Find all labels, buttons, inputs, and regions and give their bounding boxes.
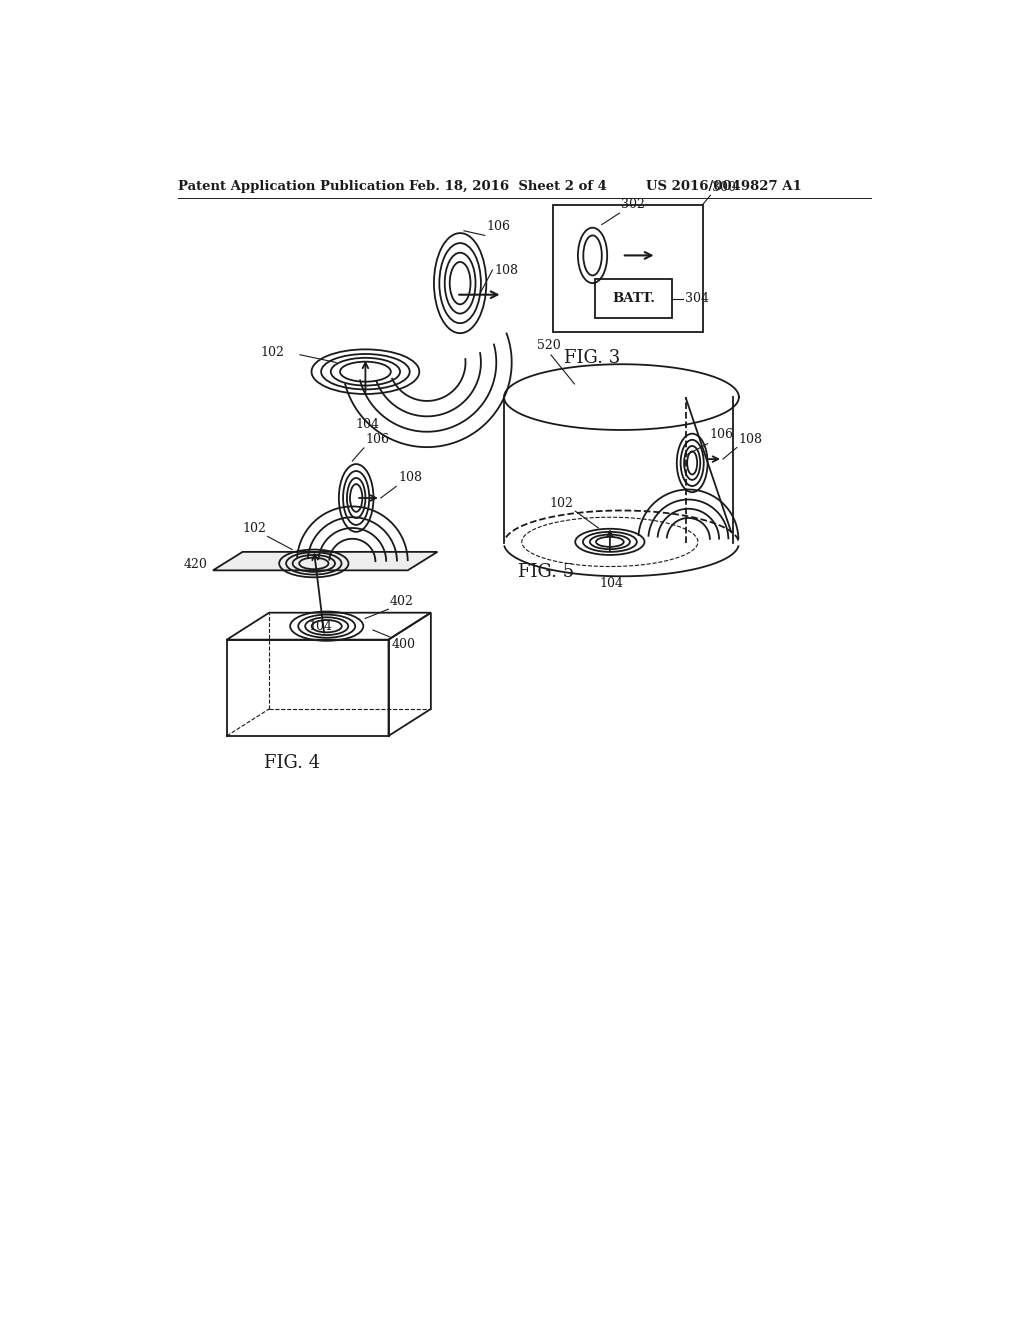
Text: FIG. 5: FIG. 5 — [518, 562, 574, 581]
Text: 304: 304 — [685, 292, 709, 305]
Text: 104: 104 — [355, 418, 379, 430]
Text: 300: 300 — [712, 181, 736, 194]
Text: 108: 108 — [494, 264, 518, 277]
Text: 402: 402 — [390, 595, 414, 607]
Bar — [595, 280, 672, 318]
Text: US 2016/0049827 A1: US 2016/0049827 A1 — [646, 180, 802, 193]
Text: Patent Application Publication: Patent Application Publication — [178, 180, 406, 193]
Text: 104: 104 — [599, 577, 624, 590]
Text: FIG. 4: FIG. 4 — [264, 754, 321, 772]
Polygon shape — [213, 552, 437, 570]
Text: Feb. 18, 2016  Sheet 2 of 4: Feb. 18, 2016 Sheet 2 of 4 — [410, 180, 607, 193]
Text: 106: 106 — [366, 433, 389, 446]
Text: 102: 102 — [243, 521, 266, 535]
Text: 108: 108 — [398, 471, 423, 484]
Text: FIG. 3: FIG. 3 — [564, 348, 621, 367]
Text: 302: 302 — [621, 198, 645, 211]
Text: 104: 104 — [308, 619, 333, 632]
Text: 102: 102 — [550, 496, 573, 510]
Text: 106: 106 — [486, 220, 510, 234]
Text: 102: 102 — [261, 346, 285, 359]
Text: 420: 420 — [183, 557, 208, 570]
Bar — [553, 205, 702, 331]
Text: 108: 108 — [738, 433, 763, 446]
Text: BATT.: BATT. — [612, 292, 655, 305]
Text: 400: 400 — [391, 639, 416, 652]
Text: 520: 520 — [537, 339, 560, 352]
Text: 106: 106 — [709, 429, 733, 441]
